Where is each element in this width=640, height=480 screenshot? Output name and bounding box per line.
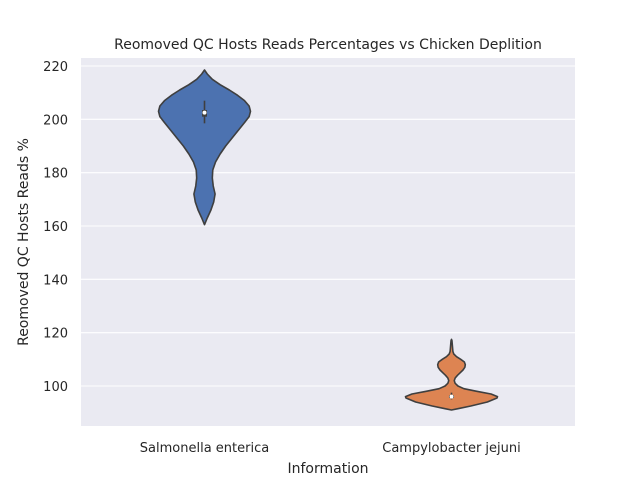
x-tick-labels: Salmonella enterica Campylobacter jejuni xyxy=(140,441,521,456)
x-tick-label: Campylobacter jejuni xyxy=(382,441,520,456)
violins xyxy=(157,69,499,411)
y-axis-label: Reomoved QC Hosts Reads % xyxy=(16,138,32,346)
violin-salmonella xyxy=(157,69,252,226)
y-tick-label: 140 xyxy=(43,273,68,288)
violin-body xyxy=(404,338,499,411)
violin-campylobacter xyxy=(404,338,499,411)
y-tick-labels: 100 120 140 160 180 200 220 xyxy=(43,60,68,395)
violin-median xyxy=(202,110,207,115)
x-axis-label: Information xyxy=(287,461,368,477)
y-tick-label: 120 xyxy=(43,327,68,342)
plot-area xyxy=(81,58,575,426)
y-tick-label: 180 xyxy=(43,167,68,182)
y-tick-label: 100 xyxy=(43,380,68,395)
chart-title: Reomoved QC Hosts Reads Percentages vs C… xyxy=(114,37,542,53)
violin-median xyxy=(449,394,454,399)
y-tick-label: 220 xyxy=(43,60,68,75)
x-tick-label: Salmonella enterica xyxy=(140,441,269,456)
y-tick-label: 160 xyxy=(43,220,68,235)
violin-body xyxy=(157,69,252,226)
y-tick-label: 200 xyxy=(43,113,68,128)
